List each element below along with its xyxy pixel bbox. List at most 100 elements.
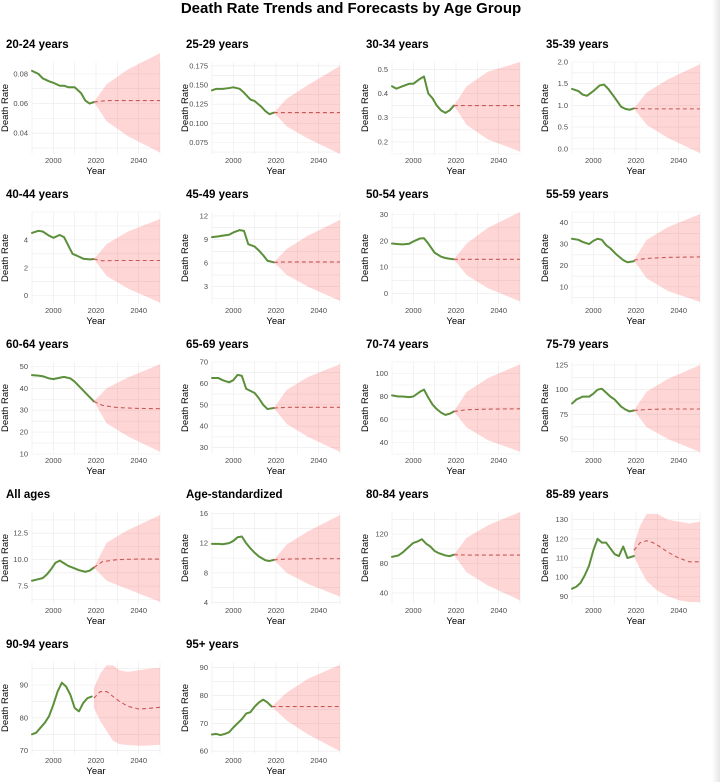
y-tick-label: 70 [200,358,208,367]
x-tick-label: 2000 [45,456,62,465]
prediction-interval-band [633,513,700,603]
y-tick-label: 16 [200,509,208,518]
panel-25-29-years: 25-29 years 0.075 0.100 0.125 0.150 0.175 2000… [180,39,341,177]
y-tick-label: 100 [375,369,388,378]
y-tick-label: 2 [24,263,28,272]
panel-title: 60-64 years [6,339,69,351]
y-tick-label: 12 [200,539,208,548]
y-axis-label: Death Rate [0,534,11,582]
y-tick-label: 80 [380,392,388,401]
y-axis-label: Death Rate [360,534,371,582]
y-tick-label: 0.175 [189,61,208,70]
y-tick-label: 30 [20,406,28,415]
prediction-interval-band [273,65,340,154]
y-tick-label: 3 [204,282,208,291]
panel-title: Age-standardized [186,489,283,501]
x-tick-label: 2020 [88,606,105,615]
x-tick-label: 2040 [310,156,327,165]
y-tick-label: 6 [204,259,208,268]
panel-45-49-years: 45-49 years 3 6 9 12 2000 2020 2040 Year Death Ra… [180,189,341,327]
x-tick-label: 2040 [310,456,327,465]
y-tick-label: 10 [380,263,388,272]
y-tick-label: 100 [555,573,568,582]
x-tick-label: 2000 [405,156,422,165]
y-tick-label: 1.0 [558,101,568,110]
x-axis-label: Year [266,316,285,327]
panel-all-ages: All ages 7.5 10.0 12.5 2000 2020 2040 Year Death… [0,489,161,627]
x-tick-label: 2000 [585,306,602,315]
forecast-series-line [93,400,161,410]
x-tick-label: 2020 [628,156,645,165]
historical-series-line [391,237,455,261]
window-edge [712,0,720,782]
x-axis-label: Year [86,166,105,177]
y-tick-label: 0.08 [13,69,28,78]
prediction-interval-band [273,364,340,452]
y-tick-label: 4 [204,598,208,607]
y-tick-label: 0.125 [189,100,208,109]
x-tick-label: 2040 [670,306,687,315]
x-tick-label: 2000 [225,306,242,315]
y-tick-label: 80 [380,559,388,568]
panel-title: 45-49 years [186,189,249,201]
forecast-series-line [633,540,700,563]
x-tick-label: 2000 [225,156,242,165]
x-tick-label: 2020 [88,456,105,465]
panel-title: 50-54 years [366,189,429,201]
y-tick-label: 120 [375,530,388,539]
historical-series-line [31,229,95,261]
y-axis-label: Death Rate [540,84,551,132]
historical-series-line [211,229,275,264]
panel-title: 40-44 years [6,189,69,201]
panel-title: 25-29 years [186,39,249,51]
prediction-interval-band [633,214,700,302]
x-tick-label: 2020 [268,756,285,765]
x-tick-label: 2020 [88,306,105,315]
y-tick-label: 2.0 [558,58,568,67]
historical-series-line [391,388,455,416]
historical-series-line [211,373,275,411]
prediction-interval-band [273,514,340,597]
panel-40-44-years: 40-44 years 0 2 4 2000 2020 2040 Year Death Rate [0,189,161,327]
y-tick-label: 50 [560,435,568,444]
panel-title: 30-34 years [366,39,429,51]
forecast-series-line [93,691,161,710]
y-tick-label: 90 [200,663,208,672]
y-tick-label: 30 [560,240,568,249]
y-tick-label: 20 [20,428,28,437]
prediction-interval-band [453,364,520,452]
x-tick-label: 2000 [45,306,62,315]
prediction-interval-band [633,364,700,453]
y-axis-label: Death Rate [360,84,371,132]
x-axis-label: Year [266,616,285,627]
y-tick-label: 20 [380,236,388,245]
y-tick-label: 120 [555,534,568,543]
panel-title: 65-69 years [186,339,249,351]
panel-title: 85-89 years [546,489,609,501]
historical-series-line [391,75,455,114]
prediction-interval-band [93,665,160,746]
x-tick-label: 2040 [490,156,507,165]
x-tick-label: 2020 [448,606,465,615]
panel-50-54-years: 50-54 years 0 10 20 30 2000 2020 2040 Year Death … [360,189,521,327]
y-axis-label: Death Rate [540,234,551,282]
x-tick-label: 2020 [88,756,105,765]
x-tick-label: 2040 [310,606,327,615]
y-tick-label: 100 [555,385,568,394]
x-tick-label: 2000 [225,606,242,615]
y-tick-label: 30 [200,443,208,452]
x-tick-label: 2000 [585,606,602,615]
x-tick-label: 2040 [310,306,327,315]
y-axis-label: Death Rate [180,84,191,132]
x-axis-label: Year [266,166,285,177]
panel-title: 20-24 years [6,39,69,51]
y-tick-label: 0.0 [558,144,568,153]
y-tick-label: 40 [560,218,568,227]
historical-series-line [31,681,93,736]
x-tick-label: 2000 [45,156,62,165]
y-tick-label: 7.5 [18,582,28,591]
panel-80-84-years: 80-84 years 40 80 120 2000 2020 2040 Year Death … [360,489,521,627]
x-tick-label: 2020 [268,306,285,315]
y-tick-label: 40 [200,422,208,431]
historical-series-line [571,237,635,264]
